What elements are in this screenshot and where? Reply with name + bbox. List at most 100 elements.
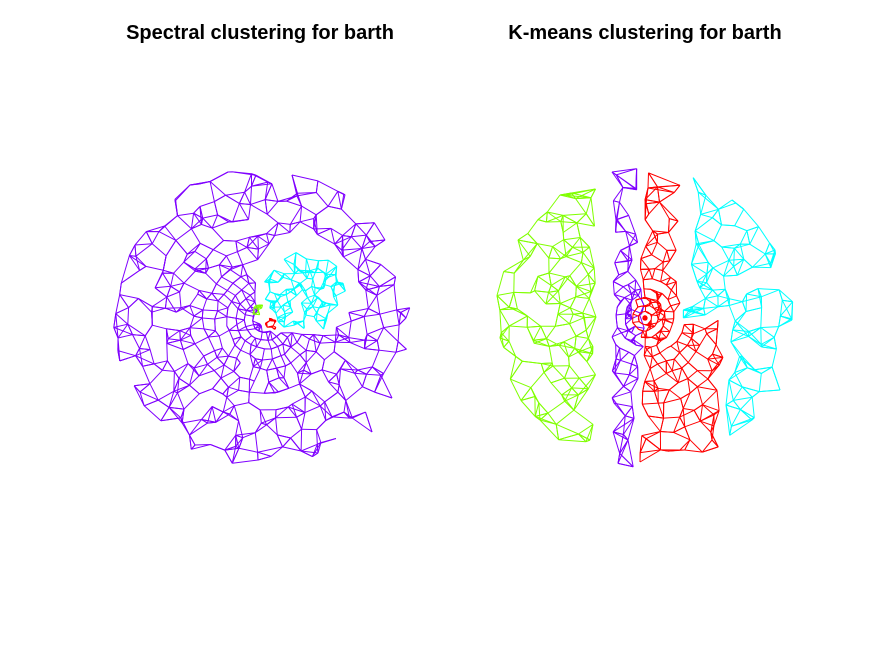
spectral-purple-edge (177, 384, 190, 394)
spectral-cyan-edge (307, 294, 315, 299)
kmeans-cyan-edge (728, 305, 736, 322)
kmeans-purple-edge (619, 187, 624, 203)
kmeans-green-edge (522, 243, 538, 261)
spectral-purple-edge (189, 384, 200, 395)
kmeans-green-edge (578, 423, 594, 435)
spectral-purple-edge (234, 295, 241, 305)
spectral-purple-edge (265, 199, 279, 202)
kmeans-green-edge (499, 309, 502, 333)
spectral-purple-edge (235, 317, 245, 321)
spectral-purple-edge (340, 194, 345, 210)
spectral-purple-edge (222, 411, 239, 422)
kmeans-red-edge (646, 201, 660, 205)
spectral-purple-edge (173, 272, 185, 284)
spectral-purple-edge (338, 334, 351, 343)
kmeans-green-edge (578, 345, 593, 353)
spectral-purple-edge (215, 276, 222, 285)
kmeans-cyan-edge (734, 311, 747, 322)
spectral-purple-edge (301, 450, 319, 454)
kmeans-red-edge (643, 288, 646, 298)
spectral-purple-edge (315, 214, 318, 235)
kmeans-green-edge (517, 239, 524, 261)
spectral-purple-edge (337, 191, 342, 210)
kmeans-green-edge (550, 377, 565, 384)
spectral-purple-edge (143, 405, 162, 422)
kmeans-green-edge (558, 275, 571, 292)
kmeans-red-edge (656, 311, 658, 316)
spectral-purple-edge (138, 298, 153, 308)
spectral-purple-edge (228, 324, 238, 331)
kmeans-green-edge (548, 291, 561, 304)
spectral-purple-edge (367, 295, 378, 309)
spectral-purple-edge (301, 333, 310, 340)
kmeans-purple-edge (612, 391, 632, 399)
spectral-cyan-edge (323, 276, 330, 283)
kmeans-red-edge (639, 435, 643, 453)
spectral-purple-edge (282, 343, 285, 355)
spectral-purple-edge (334, 327, 337, 343)
kmeans-red-edge (649, 325, 655, 328)
spectral-purple-edge (291, 174, 319, 182)
spectral-purple-edge (209, 181, 226, 196)
kmeans-red-edge (639, 449, 661, 463)
spectral-cyan-edge (271, 269, 275, 274)
kmeans-cyan-edge (728, 248, 735, 261)
kmeans-red-edge (657, 300, 660, 307)
spectral-cyan-edge (335, 290, 346, 297)
spectral-cyan-edge (312, 306, 320, 309)
spectral-purple-edge (266, 330, 271, 334)
kmeans-green-edge (546, 194, 561, 213)
spectral-purple-edge (236, 357, 241, 364)
spectral-purple-edge (151, 307, 166, 313)
kmeans-cyan-edge (706, 267, 714, 283)
kmeans-red-edge (659, 192, 675, 203)
spectral-purple-edge (244, 340, 252, 345)
kmeans-red-edge (693, 328, 706, 335)
spectral-purple-edge (278, 222, 291, 225)
spectral-purple-edge (376, 284, 395, 296)
spectral-cyan-edge (296, 289, 303, 296)
spectral-purple-edge (215, 411, 224, 423)
spectral-purple-edge (268, 377, 280, 383)
spectral-cyan-edge (282, 301, 289, 306)
kmeans-red-edge (649, 323, 652, 327)
spectral-purple-edge (173, 378, 180, 392)
spectral-cyan-edge (296, 321, 305, 329)
spectral-purple-edge (267, 330, 271, 341)
spectral-purple-edge (183, 393, 200, 410)
kmeans-red-edge (647, 312, 651, 315)
kmeans-green-edge (569, 317, 585, 325)
kmeans-cyan-edge (723, 276, 726, 290)
spectral-purple-edge (266, 424, 278, 436)
spectral-purple-edge (242, 264, 248, 275)
spectral-purple-edge (316, 420, 327, 430)
kmeans-red-edge (687, 370, 698, 379)
spectral-purple-edge (236, 251, 244, 265)
spectral-purple-edge (245, 298, 256, 303)
kmeans-green-edge (573, 409, 594, 425)
spectral-purple-edge (246, 309, 258, 311)
spectral-purple-edge (193, 367, 200, 377)
kmeans-red-edge (716, 390, 720, 411)
spectral-purple-edge (212, 249, 227, 257)
kmeans-cyan-edge (712, 267, 724, 277)
spectral-cyan-edge (314, 260, 319, 273)
kmeans-cyan-edge (773, 326, 780, 338)
spectral-purple-edge (189, 434, 196, 446)
kmeans-green-edge (566, 194, 592, 199)
kmeans-green-edge (527, 233, 538, 244)
kmeans-red-edge (661, 315, 665, 320)
kmeans-red-edge (661, 293, 669, 300)
spectral-purple-edge (193, 315, 203, 319)
kmeans-red-edge (655, 330, 662, 335)
spectral-purple-edge (262, 358, 273, 361)
kmeans-purple-edge (612, 200, 617, 221)
spectral-purple-edge (290, 354, 301, 364)
spectral-purple-edge (290, 428, 302, 439)
kmeans-red-edge (658, 306, 662, 311)
kmeans-red-edge (640, 269, 644, 280)
kmeans-purple-edge (634, 279, 637, 291)
kmeans-red-edge (710, 431, 719, 448)
spectral-purple-edge (224, 447, 239, 451)
spectral-purple-edge (254, 338, 258, 347)
